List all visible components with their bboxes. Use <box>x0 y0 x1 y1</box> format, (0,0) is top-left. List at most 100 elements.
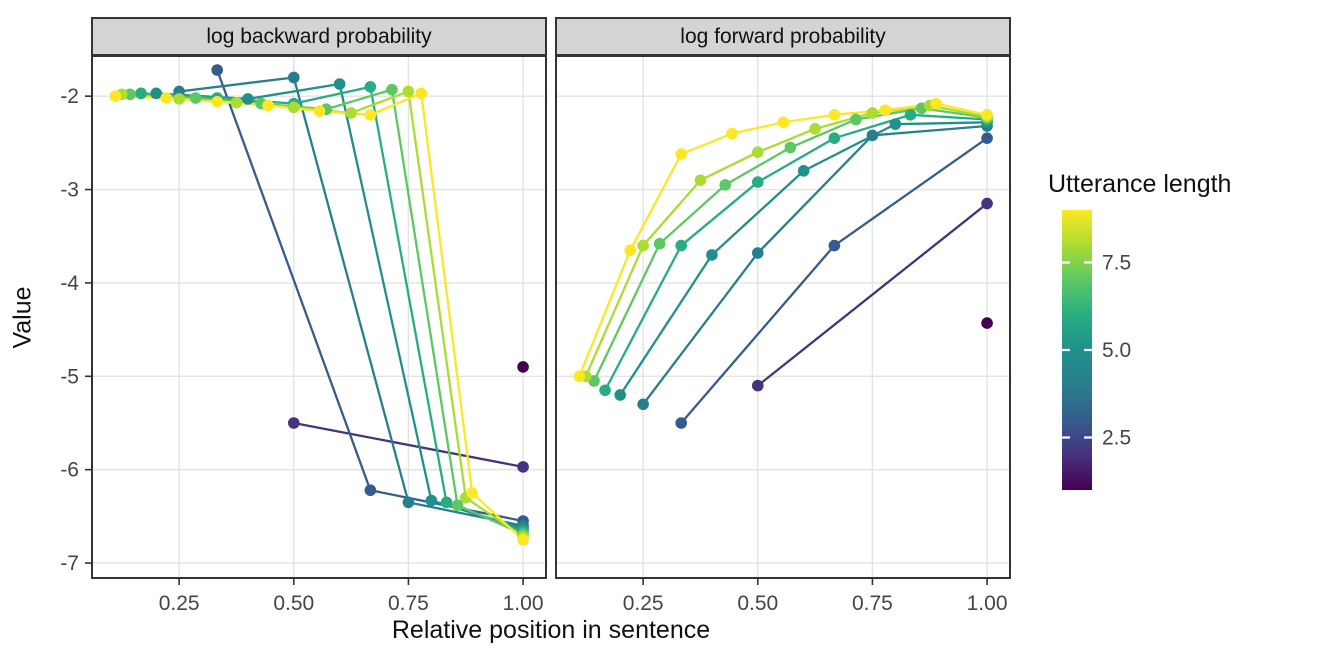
data-point <box>287 417 300 429</box>
data-point <box>828 132 841 144</box>
data-point <box>866 129 879 142</box>
data-point <box>386 83 398 96</box>
data-point <box>751 146 764 158</box>
data-point <box>345 107 357 119</box>
x-tick-label: 0.25 <box>159 592 200 615</box>
x-tick-label: 0.75 <box>852 592 893 615</box>
x-tick-label: 1.00 <box>503 592 544 615</box>
data-point <box>777 116 790 129</box>
data-point <box>364 109 377 121</box>
legend-title: Utterance length <box>1048 170 1232 198</box>
y-tick-label: -2 <box>60 85 79 108</box>
data-point <box>675 417 687 429</box>
data-point <box>889 118 902 130</box>
data-point <box>466 487 478 499</box>
data-point <box>930 97 942 110</box>
data-point <box>402 496 415 509</box>
data-point <box>675 239 687 252</box>
data-point <box>614 389 627 401</box>
data-point <box>751 176 764 188</box>
legend-tick-label: 7.5 <box>1102 252 1131 275</box>
data-point <box>981 109 993 121</box>
data-point <box>809 123 821 135</box>
data-point <box>451 499 464 511</box>
data-point <box>230 96 243 109</box>
data-point <box>751 379 764 392</box>
facet-strip-forward: log forward probability <box>555 17 1011 56</box>
data-point <box>981 132 993 144</box>
facet-strip-backward: log backward probability <box>91 17 547 56</box>
data-point <box>637 239 649 252</box>
legend-tick-label: 5.0 <box>1102 339 1131 362</box>
data-point <box>287 101 300 114</box>
data-point <box>828 109 841 121</box>
data-point <box>904 109 917 121</box>
data-point <box>706 249 718 261</box>
data-point <box>211 64 223 76</box>
panel-border <box>91 55 547 579</box>
data-point <box>653 237 666 250</box>
data-point <box>981 197 993 210</box>
data-point <box>517 361 529 373</box>
y-tick-label: -3 <box>60 179 79 202</box>
data-point <box>287 71 300 84</box>
y-axis-title-wrap: Value <box>2 56 44 578</box>
data-point <box>751 247 764 259</box>
data-point <box>364 81 377 93</box>
data-point <box>981 317 993 329</box>
data-point <box>262 99 274 112</box>
data-point <box>135 87 147 100</box>
facet-strip-label: log forward probability <box>680 24 886 48</box>
panel-border <box>555 55 1011 579</box>
data-point <box>784 141 797 154</box>
data-point <box>517 461 529 473</box>
y-axis-title: Value <box>8 285 37 349</box>
data-point <box>415 87 428 100</box>
y-tick-label: -7 <box>60 552 79 575</box>
data-point <box>517 533 529 546</box>
data-point <box>599 384 611 397</box>
x-tick-label: 0.50 <box>737 592 778 615</box>
y-tick-label: -4 <box>60 272 79 295</box>
series-line-length-2 <box>293 421 524 469</box>
data-point <box>828 239 841 252</box>
data-point <box>364 484 377 497</box>
facet-strip-label: log backward probability <box>206 24 432 48</box>
data-point <box>726 127 738 140</box>
data-point <box>211 95 223 108</box>
x-tick-label: 1.00 <box>967 592 1008 615</box>
data-point <box>866 107 879 119</box>
data-point <box>624 244 637 257</box>
series-line-length-2 <box>757 202 988 387</box>
data-point <box>313 105 326 117</box>
data-point <box>333 78 346 90</box>
data-point <box>637 398 649 411</box>
facet-panel-0: 0.25 0.50 0.75 1.00 <box>91 55 547 615</box>
x-tick-label: 0.75 <box>388 592 429 615</box>
data-point <box>150 87 163 100</box>
data-point <box>850 113 862 126</box>
data-point <box>573 370 586 383</box>
x-tick-label: 0.25 <box>623 592 664 615</box>
data-point <box>719 179 732 191</box>
y-tick-label: -5 <box>60 365 79 388</box>
y-tick-label: -6 <box>60 459 79 482</box>
data-point <box>402 85 415 98</box>
x-tick-label: 0.50 <box>273 592 314 615</box>
facet-panel-1: 0.25 0.50 0.75 1.00 <box>555 55 1011 615</box>
series-line-length-6 <box>604 113 988 391</box>
legend-tick-label: 2.5 <box>1102 427 1131 450</box>
data-point <box>440 496 453 509</box>
x-axis-title: Relative position in sentence <box>391 616 711 644</box>
series-line-length-4 <box>642 124 988 406</box>
data-point <box>160 92 173 104</box>
data-point <box>797 165 810 177</box>
data-point <box>242 93 254 105</box>
data-point <box>694 174 707 186</box>
data-point <box>124 88 136 101</box>
data-point <box>189 92 202 104</box>
data-point <box>425 494 438 507</box>
data-point <box>173 93 185 105</box>
